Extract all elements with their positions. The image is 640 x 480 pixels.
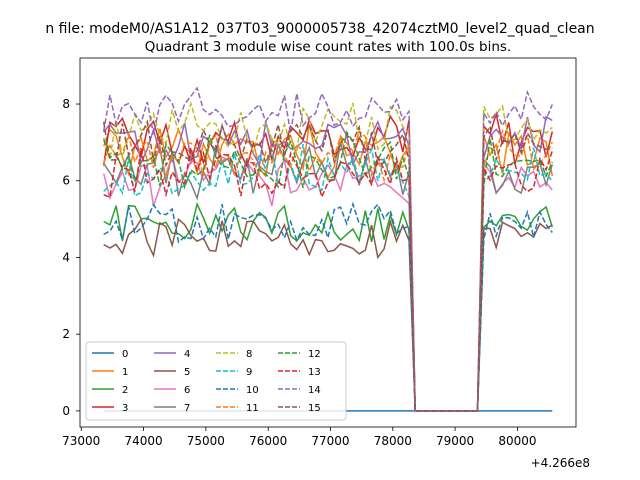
x-tick-label: 78000 xyxy=(374,434,412,448)
legend-label-5: 5 xyxy=(184,367,190,378)
legend-label-4: 4 xyxy=(184,349,190,360)
legend-label-15: 15 xyxy=(308,403,321,414)
plot-area xyxy=(79,57,577,428)
x-tick-label: 79000 xyxy=(436,434,474,448)
x-tick-label: 75000 xyxy=(187,434,225,448)
legend-label-12: 12 xyxy=(308,349,321,360)
x-tick-label: 73000 xyxy=(62,434,100,448)
series-line-15 xyxy=(102,119,553,412)
legend-label-7: 7 xyxy=(184,403,190,414)
y-tick-label: 6 xyxy=(62,174,70,188)
y-tick-label: 4 xyxy=(62,250,70,264)
legend-label-1: 1 xyxy=(122,367,128,378)
legend-label-10: 10 xyxy=(246,385,259,396)
x-axis: 73000 74000 75000 76000 77000 78000 79000 80000 xyxy=(62,427,537,448)
legend-label-2: 2 xyxy=(122,385,128,396)
x-tick-label: 77000 xyxy=(311,434,349,448)
legend-label-11: 11 xyxy=(246,403,259,414)
legend-label-3: 3 xyxy=(122,403,128,414)
series-line-14 xyxy=(102,86,553,412)
legend-box xyxy=(85,341,347,421)
y-axis: 0 2 4 6 8 xyxy=(62,97,80,418)
x-offset-label: +4.266e8 xyxy=(531,456,590,470)
axes-frame xyxy=(79,57,577,428)
x-tick-label: 74000 xyxy=(124,434,162,448)
chart-title: Quadrant 3 module wise count rates with … xyxy=(145,39,511,55)
legend-label-14: 14 xyxy=(308,385,321,396)
figure-suptitle: n file: modeM0/AS1A12_037T03_9000005738_… xyxy=(45,21,594,37)
legend-label-13: 13 xyxy=(308,367,321,378)
legend-label-8: 8 xyxy=(246,349,252,360)
legend-label-0: 0 xyxy=(122,349,128,360)
x-tick-label: 76000 xyxy=(249,434,287,448)
y-tick-label: 0 xyxy=(62,404,70,418)
y-tick-label: 2 xyxy=(62,327,70,341)
legend-label-9: 9 xyxy=(246,367,252,378)
x-tick-label: 80000 xyxy=(498,434,536,448)
y-tick-label: 8 xyxy=(62,97,70,111)
legend-label-6: 6 xyxy=(184,385,190,396)
